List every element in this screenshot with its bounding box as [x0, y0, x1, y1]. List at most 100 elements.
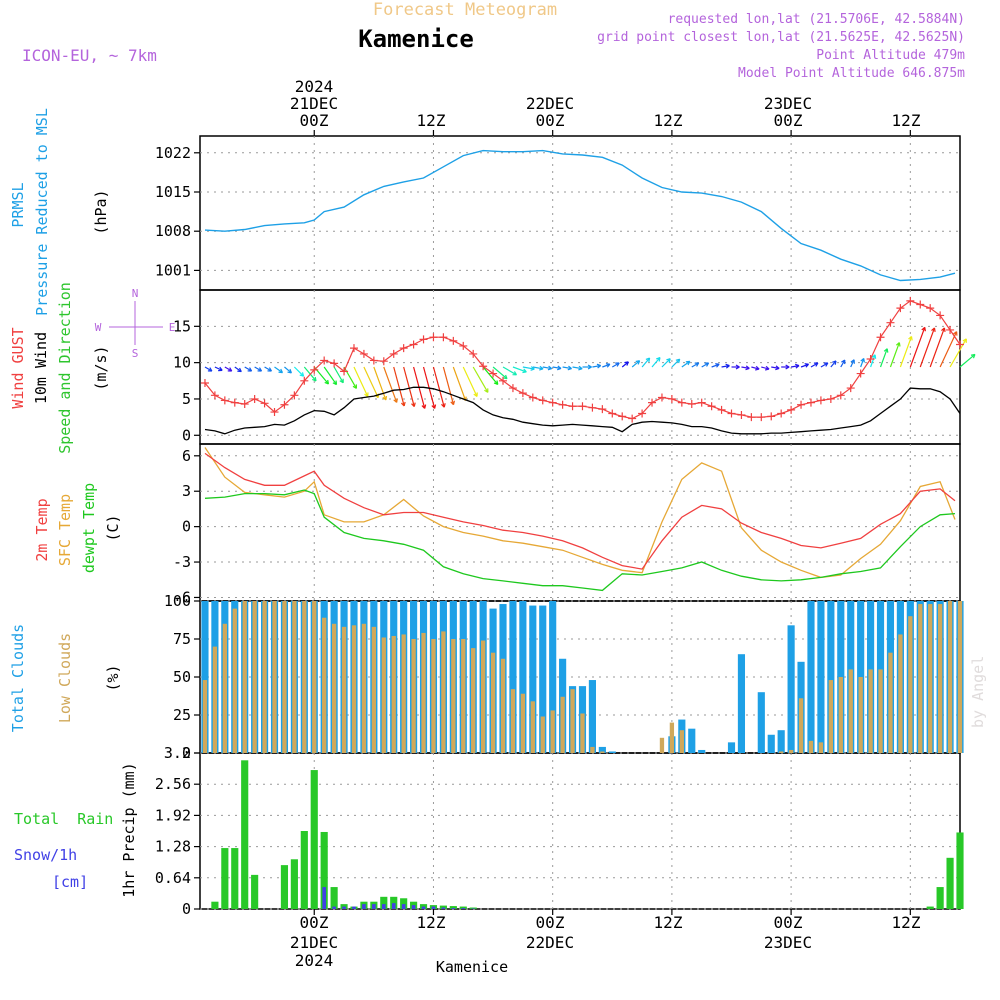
total-clouds-bar [549, 601, 557, 753]
low-clouds-bar [580, 713, 585, 753]
low-clouds-bar [798, 698, 804, 753]
gust-marker [379, 357, 388, 366]
gust-marker [628, 414, 637, 423]
gust-marker [657, 393, 666, 402]
snow-bar [382, 904, 386, 909]
gust-marker [707, 402, 716, 411]
low-clouds-bar [441, 631, 446, 753]
wind-arrow-head [567, 365, 572, 371]
wind-arrow-head [512, 371, 518, 376]
gust-marker [727, 409, 736, 418]
gust-marker [310, 365, 319, 374]
wind-10m-line [204, 386, 961, 435]
wind-direction-arrow [641, 357, 651, 368]
top-time-axis: 2024 21DEC 00Z 12Z 22DEC 00Z 12Z 23DEC 0… [290, 77, 921, 130]
wind-direction-arrow [651, 357, 661, 368]
wind-direction-arrow [562, 366, 572, 370]
low-clouds-bar [222, 623, 227, 753]
gust-marker [737, 410, 746, 419]
low-clouds-bar [480, 640, 486, 753]
low-clouds-bar [322, 617, 327, 753]
point-altitude: Point Altitude 479m [816, 48, 965, 63]
wind-direction-arrow [860, 358, 865, 368]
snow-bar [342, 906, 346, 909]
low-clouds-bar [838, 677, 843, 753]
wind-arrow-head [287, 368, 292, 374]
wind-direction-arrow [691, 362, 699, 368]
wind-arrow-head [578, 365, 583, 371]
rain-bar [439, 905, 447, 909]
precip-tick-label: 2.56 [155, 775, 191, 793]
pressure-tick-label: 1022 [155, 144, 191, 162]
wind-direction-arrow [343, 366, 357, 389]
gust-marker [846, 384, 855, 393]
rain-bar [390, 896, 398, 909]
top-date-23: 23DEC [764, 94, 812, 113]
gust-marker [747, 413, 756, 422]
gust-marker [330, 359, 339, 368]
wind-tick-label: 5 [182, 390, 191, 408]
wind-arrow-head [675, 358, 681, 364]
wind-arrow-head [227, 367, 233, 372]
requested-coords: requested lon,lat (21.5706E, 42.5884N) [668, 12, 965, 27]
precip-tick-label: 0.64 [155, 869, 191, 887]
gust-marker [866, 355, 875, 364]
wind-direction-arrow [592, 364, 601, 368]
gust-marker [946, 325, 955, 334]
compass-west: W [95, 321, 102, 334]
low-clouds-bar [331, 623, 337, 753]
low-clouds-bar [252, 601, 257, 753]
top-tick-1: 12Z [417, 111, 446, 130]
clouds-unit: (%) [104, 664, 122, 691]
rain-bar [400, 898, 408, 909]
compass-rose: N S W E [95, 287, 176, 360]
wind-direction-arrow [264, 366, 272, 372]
gust-marker [409, 340, 418, 349]
low-clouds-bar [669, 722, 675, 753]
wind-direction-arrow [751, 366, 760, 370]
total-clouds-bar [777, 730, 785, 753]
gust-marker [677, 398, 686, 407]
wind-arrow-head [735, 364, 740, 370]
snow-bar [431, 906, 436, 909]
gust-marker [568, 402, 577, 411]
wind-arrow-head [257, 367, 263, 372]
low-clouds-bar [937, 604, 943, 753]
wind-direction-arrow [472, 366, 489, 393]
rain-bar [320, 831, 328, 909]
dewpt-line [204, 489, 956, 592]
wind-direction-arrow [274, 366, 283, 374]
low-clouds-bar [421, 632, 426, 753]
gust-marker [340, 367, 349, 376]
total-rain-label: Total Rain [14, 810, 113, 828]
wind-arrow-head [813, 362, 819, 367]
wind-arrow-head [725, 363, 730, 369]
total-clouds-bar [817, 601, 825, 753]
snow-bar [401, 904, 406, 909]
wind-direction-arrow [870, 354, 876, 368]
low-clouds-bar [848, 669, 853, 753]
wind-arrow-head [473, 392, 478, 397]
grid-point-coords: grid point closest lon,lat (21.5625E, 42… [597, 30, 965, 45]
wind-direction-arrow [711, 363, 720, 368]
clouds-tick-label: 50 [173, 668, 191, 686]
low-clouds-bar [381, 637, 386, 753]
low-clouds-bar [550, 710, 555, 753]
wind-arrow-head [685, 360, 691, 366]
total-clouds-bar [688, 728, 696, 753]
low-clouds-bar [947, 601, 953, 753]
bottom-tick-1: 12Z [417, 913, 446, 932]
wind-direction-arrow [959, 354, 976, 368]
rain-bar [449, 906, 457, 909]
wind-direction-arrow [532, 366, 544, 370]
snow-unit-label: [cm] [52, 873, 88, 891]
wind-arrow-head [895, 342, 901, 347]
gust-marker [936, 311, 945, 320]
rain-bar [380, 896, 388, 909]
location-title: Kamenice [358, 25, 474, 53]
wind-direction-arrow [929, 327, 945, 368]
low-clouds-bar [212, 646, 218, 753]
wind-arrow-head [715, 363, 720, 368]
gust-marker [399, 344, 408, 353]
wind-direction-arrow [214, 366, 223, 371]
